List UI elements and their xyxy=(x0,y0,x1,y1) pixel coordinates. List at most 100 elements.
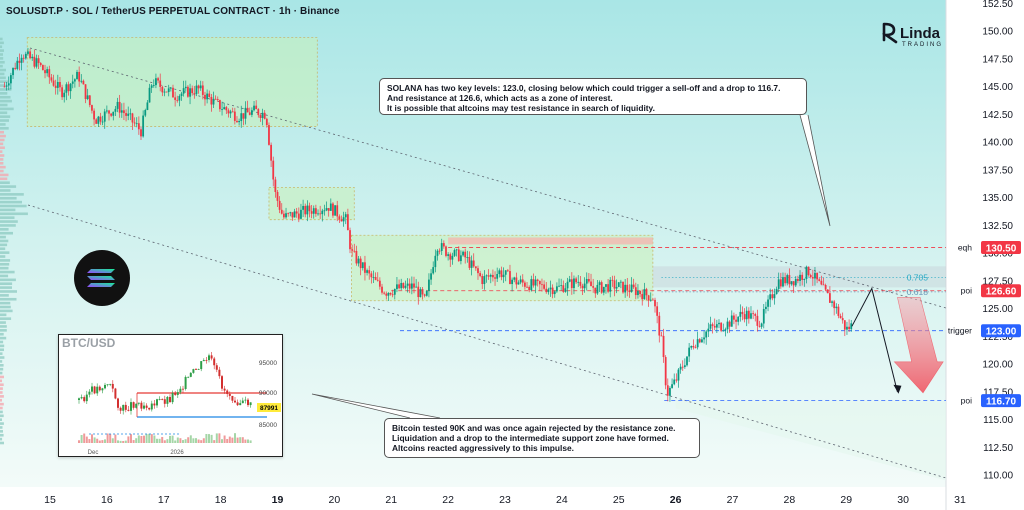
candle-body xyxy=(253,105,255,111)
candle-body xyxy=(442,243,445,247)
price-tag xyxy=(981,284,1021,298)
candle-body xyxy=(44,70,46,74)
inset-x-tick: 2026 xyxy=(170,450,184,456)
candle-body xyxy=(447,254,450,256)
candle-body xyxy=(216,99,219,101)
candle-body xyxy=(745,310,748,320)
candle-body xyxy=(425,290,428,296)
y-tick-label: 140.00 xyxy=(982,138,1013,149)
inset-volume-bar xyxy=(93,437,96,443)
inset-candle-body xyxy=(158,399,161,400)
volume-profile-bar xyxy=(0,84,6,87)
candle-body xyxy=(585,278,588,284)
inset-candle-body xyxy=(153,403,156,406)
candle-body xyxy=(244,107,247,119)
candle-body xyxy=(517,282,520,285)
inset-volume-bar xyxy=(124,440,127,443)
candle-body xyxy=(231,111,234,113)
inset-volume-bar xyxy=(223,435,226,443)
candle-body xyxy=(690,345,693,348)
inset-volume-bar xyxy=(148,433,151,443)
candle-body xyxy=(658,315,661,336)
inset-candle-body xyxy=(174,392,177,395)
candle-body xyxy=(850,323,853,330)
candle-body xyxy=(385,293,388,296)
price-level-name: trigger xyxy=(948,326,972,336)
candle-body xyxy=(242,113,245,119)
candle-body xyxy=(24,53,27,59)
volume-profile-bar xyxy=(0,441,4,445)
candle-body xyxy=(826,289,829,294)
candle-body xyxy=(451,255,454,260)
candle-body xyxy=(814,272,816,279)
support-shade xyxy=(675,400,946,481)
candle-body xyxy=(65,84,68,93)
candle-body xyxy=(464,251,467,258)
candle-body xyxy=(201,85,204,95)
candle-body xyxy=(336,205,339,217)
candle-body xyxy=(12,67,14,76)
candle-body xyxy=(227,110,230,114)
inset-candle-body xyxy=(98,386,101,391)
volume-profile-bar xyxy=(0,150,3,153)
candle-body xyxy=(479,273,482,277)
annotation-bottom-line: Liquidation and a drop to the intermedia… xyxy=(392,433,669,443)
candle-body xyxy=(82,80,85,85)
inset-volume-bar xyxy=(106,433,109,443)
candle-body xyxy=(632,284,635,288)
candle-body xyxy=(133,122,136,124)
candle-body xyxy=(251,110,253,115)
candle-body xyxy=(120,110,123,113)
inset-volume-bar xyxy=(228,436,231,443)
candle-body xyxy=(594,287,597,294)
candle-body xyxy=(16,60,19,69)
x-tick-label: 21 xyxy=(385,494,397,506)
annotation-top: SOLANA has two key levels: 123.0, closin… xyxy=(379,78,807,115)
candle-body xyxy=(477,268,479,274)
candle-body xyxy=(474,266,477,269)
candle-body xyxy=(750,313,752,319)
candle-body xyxy=(609,279,612,292)
inset-candle-body xyxy=(111,383,114,389)
candle-body xyxy=(300,209,302,219)
candle-body xyxy=(219,100,221,110)
candle-body xyxy=(566,281,569,289)
candle-body xyxy=(268,125,270,145)
candle-body xyxy=(274,179,277,192)
candle-body xyxy=(611,279,614,281)
candle-body xyxy=(193,93,196,94)
candle-body xyxy=(592,286,595,288)
annotation-bottom-line: Bitcoin tested 90K and was once again re… xyxy=(392,423,676,433)
x-tick-label: 15 xyxy=(44,494,56,506)
price-tag xyxy=(981,394,1021,408)
inset-volume-bar xyxy=(78,440,80,443)
candle-body xyxy=(37,58,40,64)
candle-body xyxy=(536,279,539,281)
candle-body xyxy=(152,85,155,86)
candle-body xyxy=(101,121,104,123)
volume-profile xyxy=(0,37,28,445)
candle-body xyxy=(498,270,501,275)
candle-body xyxy=(391,294,394,296)
inset-volume-bar xyxy=(241,437,244,443)
volume-profile-bar xyxy=(0,402,4,406)
candle-body xyxy=(210,96,213,105)
inset-candle-body xyxy=(249,402,252,406)
candle-body xyxy=(568,279,571,282)
candle-body xyxy=(468,256,471,268)
x-tick-label: 30 xyxy=(897,494,909,506)
volume-profile-bar xyxy=(0,173,9,177)
candle-body xyxy=(462,251,464,256)
inset-candle-body xyxy=(104,384,106,389)
volume-profile-bar xyxy=(0,146,5,150)
candle-body xyxy=(359,258,362,269)
price-axis xyxy=(946,0,1024,510)
inset-candle-body xyxy=(161,399,164,400)
candle-body xyxy=(50,77,53,81)
candle-body xyxy=(728,321,731,327)
candle-body xyxy=(63,92,66,98)
inset-candle-body xyxy=(241,400,244,404)
candle-body xyxy=(560,285,563,287)
volume-profile-bar xyxy=(0,57,4,60)
candle-body xyxy=(366,270,368,273)
